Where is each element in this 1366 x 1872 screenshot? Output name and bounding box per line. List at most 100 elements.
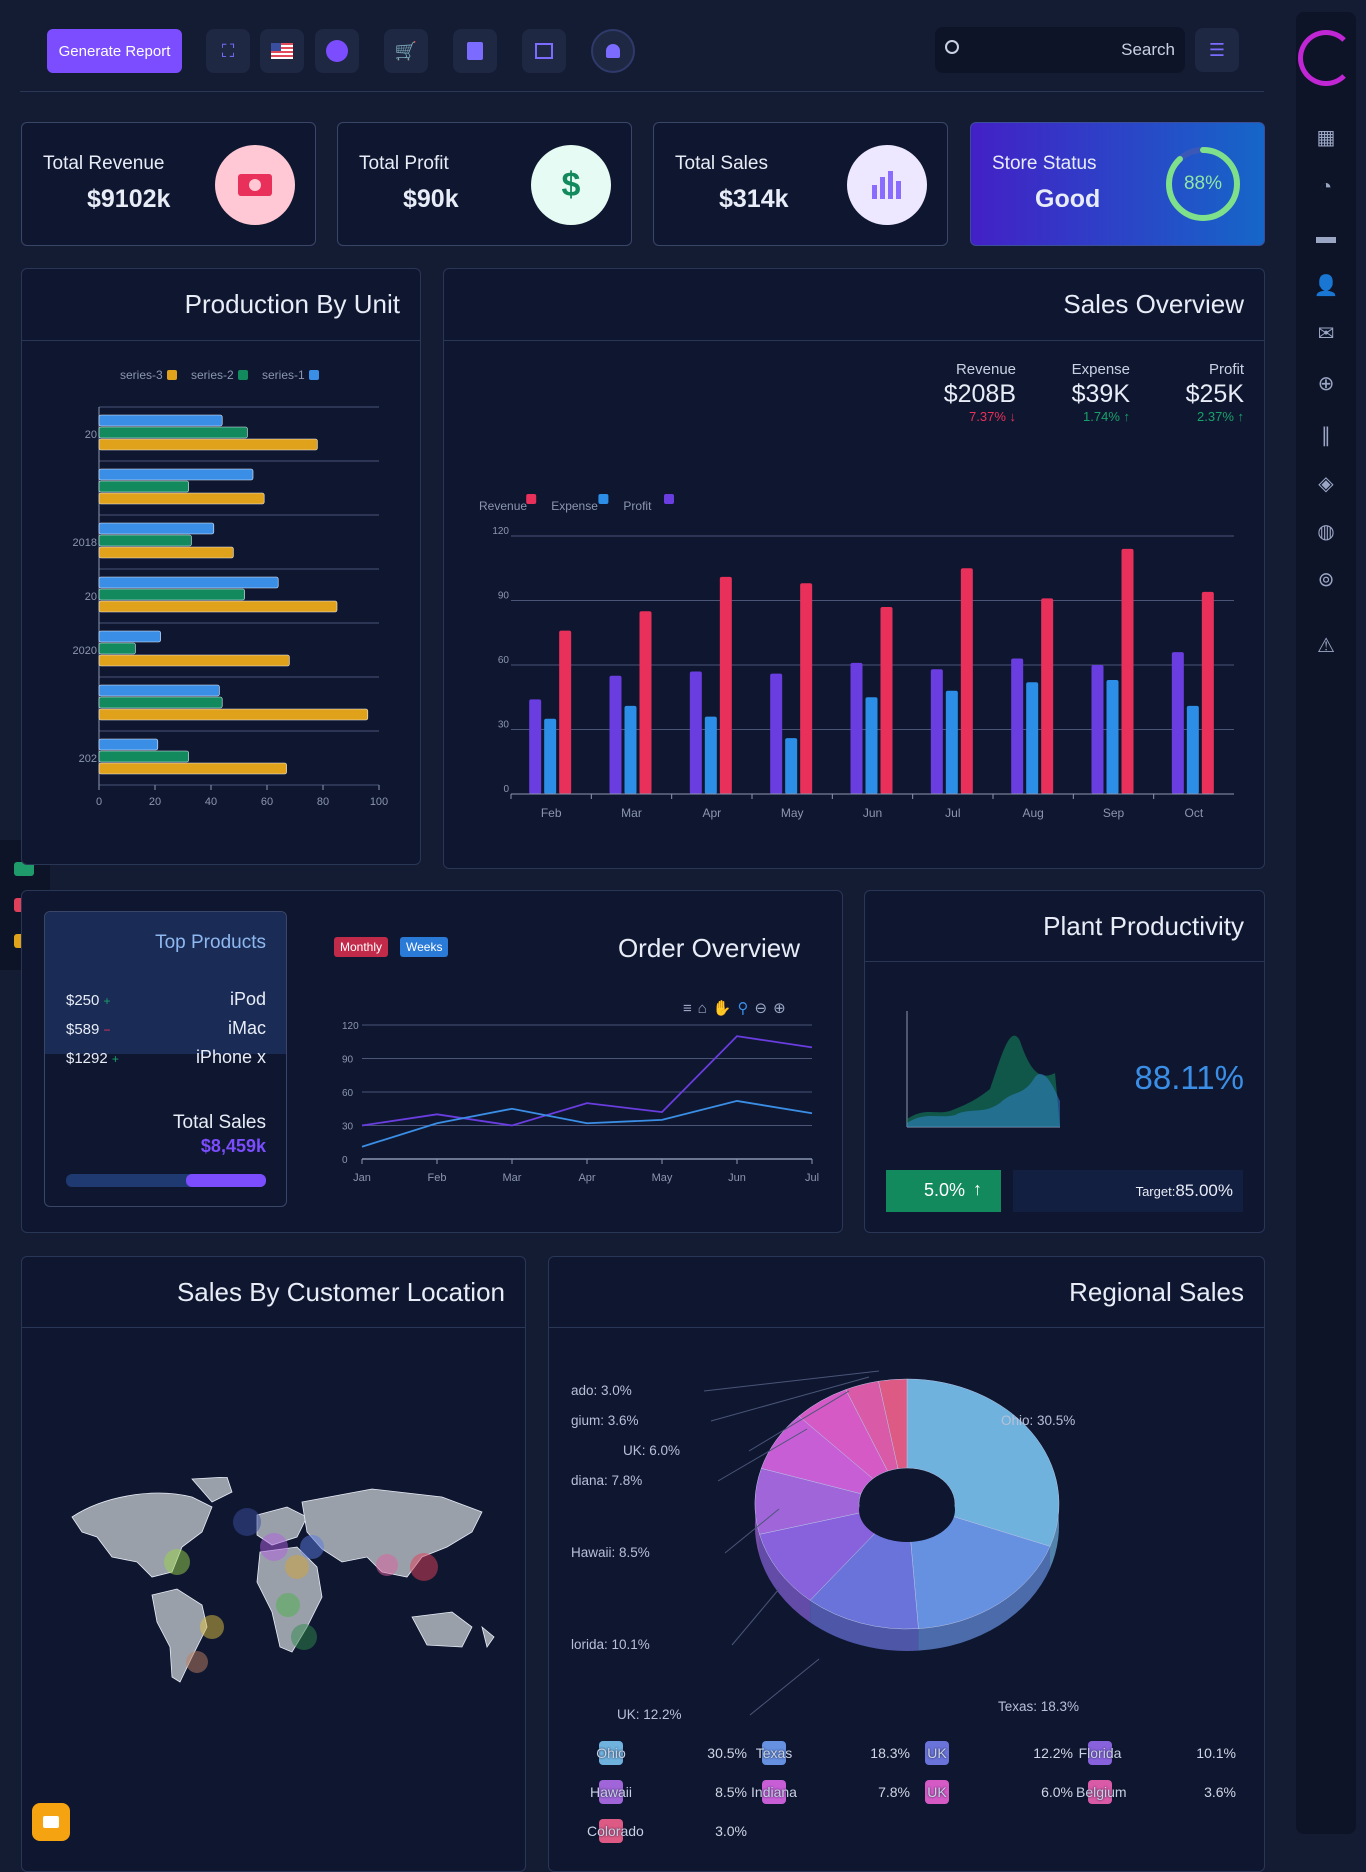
menu-icon[interactable]: ☰ (1195, 28, 1239, 72)
bar (785, 738, 798, 794)
kpi-label: Store Status (992, 153, 1097, 174)
legend-value: 8.5% (715, 1784, 747, 1800)
pie-chart-icon[interactable]: ◔ (1319, 175, 1333, 198)
bar (98, 546, 234, 559)
legend-label[interactable]: Texas (755, 1745, 793, 1761)
pan-icon[interactable]: ✋ (712, 1000, 738, 1017)
stat-profit: Profit $25K 2.37% ↑ (1186, 361, 1244, 424)
home-icon[interactable]: ⌂ (697, 1000, 713, 1017)
product-price: $250 + (66, 992, 111, 1009)
legend-value: 30.5% (707, 1745, 747, 1761)
legend-label[interactable]: Indiana (751, 1784, 797, 1800)
tab-monthly[interactable]: Monthly (334, 937, 389, 957)
callout-label: diana: 7.8% (571, 1473, 642, 1488)
chart-toolbar[interactable]: ≡⌂✋⚲⊖⊕ (683, 999, 792, 1017)
legend-value: 3.6% (1204, 1784, 1236, 1800)
x-tick-label: 80 (317, 796, 329, 808)
plant-percent: 88.11% (1134, 1059, 1244, 1096)
inbox-icon[interactable]: ✉ (1317, 322, 1335, 345)
panel-title: Plant Productivity (1043, 911, 1244, 941)
top-bar: Generate Report ⛶ 🛒 Search ☰ (20, 0, 1264, 92)
series-line (361, 1100, 813, 1148)
bar (1201, 591, 1214, 794)
stat-value: $39K (1071, 380, 1130, 408)
legend-swatch (1088, 1741, 1112, 1765)
y-tick-label: 20 (85, 429, 97, 441)
legend-label[interactable]: Florida (1078, 1745, 1122, 1761)
bar (98, 480, 189, 493)
legend-label: Expense (551, 499, 598, 513)
bar (624, 705, 637, 794)
bar (98, 750, 189, 763)
top-products-title: Top Products (155, 932, 266, 953)
callout-label: Ohio: 30.5% (1001, 1413, 1075, 1428)
kpi-card-revenue: Total Revenue $9102k (21, 122, 316, 246)
globe-icon[interactable]: ◍ (1317, 520, 1335, 543)
generate-report-button[interactable]: Generate Report (47, 29, 182, 73)
bar (98, 588, 245, 601)
regional-panel: Regional Sales ado: 3.0% gium: 3.6% UK: 6.… (548, 1256, 1265, 1872)
product-row: $589 − iMac (66, 1018, 266, 1040)
warning-icon[interactable]: ⚠ (1317, 634, 1335, 657)
bar-chart-icon (847, 145, 927, 225)
cart-icon[interactable]: 🛒 (384, 29, 428, 73)
box-icon[interactable]: ◈ (1318, 472, 1334, 495)
y-tick-label: 30 (342, 1122, 354, 1133)
file-icon[interactable] (453, 29, 497, 73)
bar (98, 414, 223, 427)
product-name: iPod (229, 989, 266, 1009)
x-tick-label: 20 (149, 796, 161, 808)
bar (930, 669, 943, 794)
callout-label: lorida: 10.1% (571, 1637, 650, 1652)
lock-icon[interactable]: ⊚ (1317, 568, 1335, 591)
bar (98, 738, 159, 751)
y-tick-label: 20 (85, 591, 97, 603)
search-box[interactable]: Search (935, 27, 1185, 73)
legend-label[interactable]: Belgium (1076, 1784, 1127, 1800)
x-tick-label: Jul (945, 806, 960, 820)
stat-change: 1.74% ↑ (1083, 409, 1130, 424)
x-tick-label: Jun (728, 1172, 746, 1184)
money-icon[interactable] (14, 862, 34, 876)
chat-widget-icon[interactable] (32, 1803, 70, 1841)
kpi-label: Total Revenue (43, 153, 165, 174)
bar (98, 492, 265, 505)
library-icon[interactable]: ∥ (1321, 424, 1331, 447)
zoom-in-icon[interactable]: ⊕ (773, 1000, 792, 1017)
menu-icon[interactable]: ≡ (683, 1000, 698, 1017)
kpi-card-profit: Total Profit $90k $ (337, 122, 632, 246)
callout-line (717, 1428, 808, 1482)
legend-swatch (167, 370, 177, 380)
x-tick-label: Apr (702, 806, 721, 820)
legend-label[interactable]: UK (927, 1784, 947, 1800)
legend-label[interactable]: Hawaii (589, 1784, 632, 1800)
arrow-up-icon: ↑ (1237, 409, 1245, 424)
dashboard-icon[interactable]: ▦ (1316, 126, 1336, 149)
zoom-icon[interactable]: ⚲ (737, 1000, 755, 1017)
add-user-icon[interactable]: ⊕ (1317, 372, 1335, 395)
y-tick-label: 0 (503, 784, 509, 795)
callout-line (703, 1370, 880, 1392)
bar (98, 642, 136, 655)
zoom-out-icon[interactable]: ⊖ (754, 1000, 774, 1017)
bar (98, 438, 318, 451)
search-input[interactable]: Search (1121, 40, 1175, 59)
bar (98, 600, 338, 613)
legend-label[interactable]: Colorado (587, 1823, 644, 1839)
flag-us-icon[interactable] (260, 29, 304, 73)
layout-icon[interactable] (522, 29, 566, 73)
user-icon[interactable]: 👤 (1313, 274, 1339, 297)
pie-slice (878, 1378, 908, 1469)
arrow-up-icon: ↑ (973, 1179, 982, 1199)
wallet-icon[interactable]: ▬ (1316, 225, 1336, 248)
bell-icon[interactable] (591, 29, 635, 73)
legend-label[interactable]: Ohio (596, 1745, 626, 1761)
tab-weeks[interactable]: Weeks (400, 937, 449, 957)
callout-line (724, 1508, 780, 1554)
legend-label[interactable]: UK (927, 1745, 947, 1761)
fullscreen-icon[interactable]: ⛶ (206, 29, 250, 73)
bar (1041, 598, 1054, 794)
world-map[interactable] (42, 1477, 512, 1717)
total-sales-value: $8,459k (200, 1136, 266, 1156)
chat-icon[interactable] (315, 29, 359, 73)
